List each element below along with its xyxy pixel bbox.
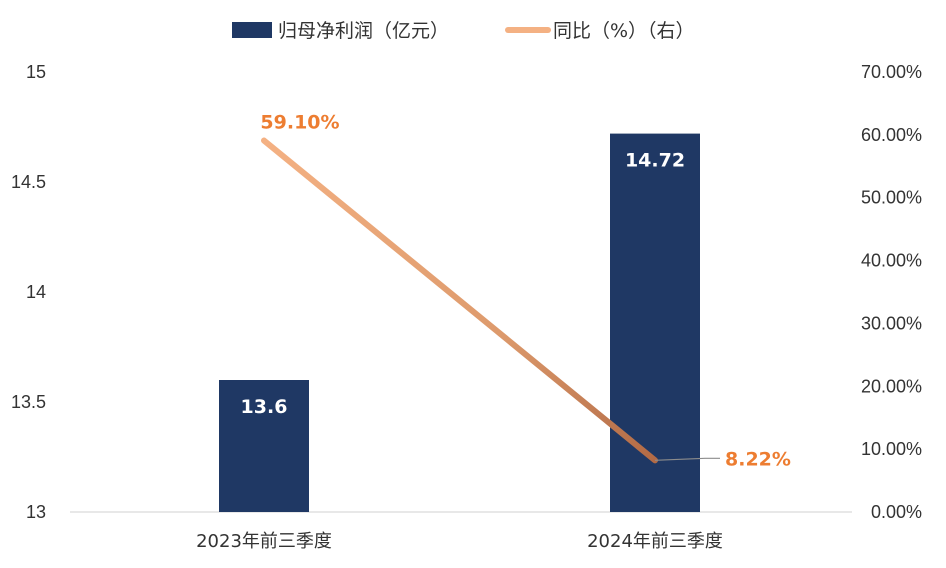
right-tick-label: 60.00% [861, 125, 922, 145]
line-series: 59.10% 8.22% [260, 112, 790, 471]
left-tick-label: 14 [26, 282, 46, 302]
bar [219, 380, 309, 512]
legend-line-label: 同比（%）（右） [553, 20, 695, 42]
left-tick-label: 15 [26, 62, 46, 82]
line-path [261, 137, 658, 464]
bar [610, 133, 700, 512]
bar-data-label: 14.72 [625, 150, 685, 172]
line-data-label: 59.10% [260, 112, 339, 134]
left-tick-label: 13.5 [11, 392, 46, 412]
leader-line [654, 457, 720, 461]
x-category-label: 2024年前三季度 [587, 531, 723, 552]
category-labels: 2023年前三季度 2024年前三季度 [196, 531, 723, 552]
right-tick-label: 20.00% [861, 376, 922, 396]
right-tick-label: 30.00% [861, 313, 922, 333]
right-tick-label: 40.00% [861, 251, 922, 271]
left-tick-label: 13 [26, 502, 46, 522]
right-tick-label: 70.00% [861, 62, 922, 82]
left-axis-ticks: 13 13.5 14 14.5 15 [11, 62, 46, 522]
left-tick-label: 14.5 [11, 172, 46, 192]
right-tick-label: 0.00% [871, 502, 922, 522]
bar-data-label: 13.6 [241, 396, 288, 418]
line-data-label: 8.22% [725, 448, 791, 470]
bar-series: 13.6 14.72 [219, 133, 700, 512]
legend-bar-swatch [232, 22, 272, 38]
x-category-label: 2023年前三季度 [196, 531, 332, 552]
right-axis-ticks: 0.00% 10.00% 20.00% 30.00% 40.00% 50.00% 60.00… [861, 62, 922, 522]
right-tick-label: 10.00% [861, 439, 922, 459]
legend: 归母净利润（亿元） 同比（%）（右） [232, 20, 695, 42]
right-tick-label: 50.00% [861, 188, 922, 208]
legend-bar-label: 归母净利润（亿元） [278, 20, 449, 42]
